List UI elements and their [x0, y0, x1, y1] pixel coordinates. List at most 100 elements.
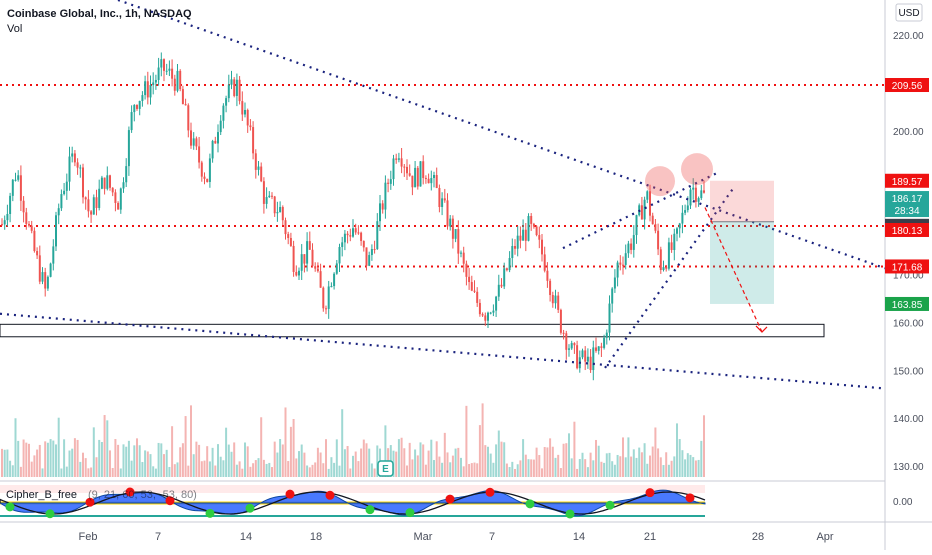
signal-dot	[125, 487, 135, 497]
volume-bar	[149, 454, 152, 477]
candle-body	[214, 140, 217, 144]
volume-bar	[397, 439, 400, 477]
volume-bar	[117, 444, 120, 477]
candle-body	[408, 173, 411, 176]
volume-bar	[168, 466, 171, 477]
volume-bar	[370, 463, 373, 477]
volume-bar	[87, 468, 90, 477]
projection-arrow[interactable]	[704, 207, 763, 333]
candle-body	[265, 197, 268, 204]
volume-bar	[357, 461, 360, 477]
volume-bar	[346, 446, 349, 477]
price-tag-last[interactable]	[885, 191, 929, 206]
candle-body	[314, 266, 317, 269]
volume-bar	[125, 446, 128, 477]
price-tag-timer[interactable]	[885, 203, 929, 218]
candle-body	[279, 207, 282, 213]
volume-bar	[643, 443, 646, 477]
candle-body	[225, 98, 228, 106]
volume-bar	[195, 441, 198, 477]
volume-bar	[214, 465, 217, 477]
price-tag-level[interactable]	[885, 78, 929, 93]
price-tag-level[interactable]	[885, 259, 929, 274]
candle-body	[557, 295, 560, 310]
candle-body	[144, 81, 147, 96]
currency-badge[interactable]	[895, 3, 923, 22]
volume-bar	[36, 449, 39, 477]
candle-body	[68, 156, 71, 182]
candle-body	[395, 158, 398, 160]
candle-body	[41, 272, 44, 282]
candle-body	[354, 228, 357, 233]
upper-trendline[interactable]	[117, 0, 886, 270]
signal-dot	[45, 509, 55, 519]
volume-bar	[554, 457, 557, 477]
volume-bar	[622, 437, 624, 477]
candle-body	[55, 215, 57, 247]
volume-bar	[595, 439, 597, 477]
candle-body	[49, 263, 52, 277]
pattern-highlight[interactable]	[645, 166, 675, 197]
volume-bar	[289, 426, 292, 477]
price-tag-level[interactable]	[885, 173, 929, 188]
time-tick-label: Feb	[79, 531, 98, 543]
symbol-title[interactable]: Coinbase Global, Inc., 1h, NASDAQ	[7, 8, 192, 20]
signal-dot	[85, 497, 95, 507]
volume-bar	[608, 452, 611, 477]
volume-bar	[338, 465, 341, 477]
volume-bar	[63, 439, 66, 477]
volume-bar	[165, 449, 168, 477]
candle-body	[492, 310, 495, 313]
time-tick-label: 14	[573, 531, 585, 543]
candle-body	[152, 82, 155, 86]
candle-body	[357, 232, 360, 234]
wedge-upper-line[interactable]	[562, 170, 721, 250]
volume-bar	[271, 467, 273, 477]
candle-body	[543, 254, 546, 271]
candle-body	[622, 264, 624, 266]
signal-dot	[645, 488, 655, 498]
volume-bar	[362, 439, 365, 477]
volume-bar	[84, 458, 87, 477]
candle-body	[389, 179, 392, 184]
volume-bar	[589, 452, 592, 477]
volume-bar	[692, 457, 695, 477]
price-tag-label: 180.13	[892, 226, 923, 237]
candle-body	[203, 176, 206, 179]
volume-bar	[570, 458, 573, 477]
indicator-band	[0, 485, 705, 493]
indicator-name[interactable]: Cipher_B_free	[6, 489, 77, 501]
candle-body	[103, 177, 106, 189]
candle-body	[576, 345, 579, 369]
candle-body	[443, 198, 446, 201]
volume-bar	[535, 447, 538, 477]
volume-bar	[25, 442, 28, 477]
candle-body	[678, 223, 681, 229]
candle-body	[619, 262, 622, 265]
price-tag-level[interactable]	[885, 222, 929, 237]
volume-bar	[495, 444, 498, 477]
candle-body	[527, 215, 530, 241]
volume-bar	[492, 462, 495, 477]
candle-body	[524, 229, 527, 241]
candle-body	[657, 230, 660, 250]
stop-loss-zone[interactable]	[710, 180, 774, 222]
candle-body	[530, 215, 533, 224]
price-tag-target[interactable]	[885, 296, 929, 311]
volume-bar	[322, 463, 325, 477]
volume-bar	[82, 452, 84, 477]
signal-dot	[485, 487, 495, 497]
support-zone-box[interactable]	[0, 323, 825, 338]
candle-body	[335, 263, 338, 274]
take-profit-zone[interactable]	[710, 221, 774, 304]
volume-bar	[568, 433, 570, 477]
pattern-highlight[interactable]	[681, 153, 713, 186]
candle-body	[338, 247, 341, 264]
earnings-marker[interactable]	[377, 460, 394, 477]
volume-bar	[11, 465, 14, 477]
lower-trendline[interactable]	[0, 312, 886, 390]
volume-bar	[222, 460, 225, 477]
candle-body	[65, 181, 68, 191]
